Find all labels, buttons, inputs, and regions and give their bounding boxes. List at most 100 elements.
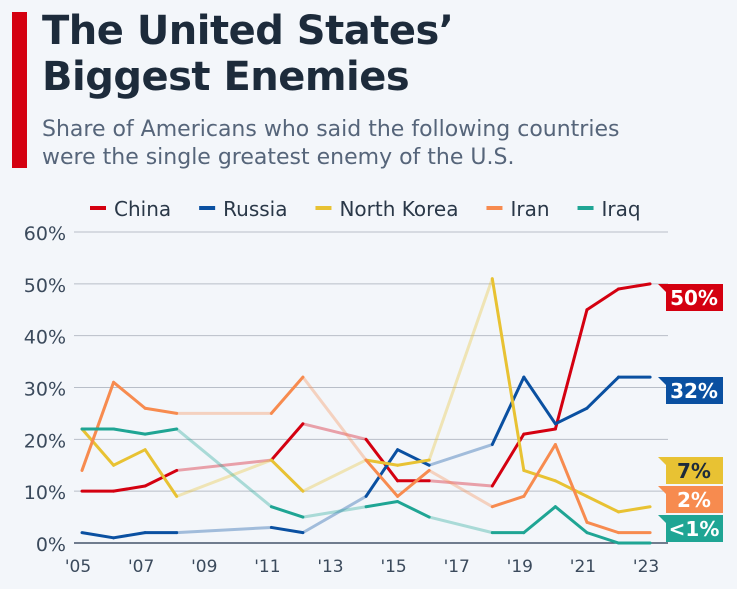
x-tick-label: '07 <box>128 557 154 577</box>
series-segment <box>143 468 179 488</box>
series-segment <box>112 427 147 436</box>
title-line: The United States’ <box>42 8 454 54</box>
legend-label: North Korea <box>339 197 458 221</box>
chart-title: The United States’ Biggest Enemies <box>42 8 454 100</box>
series-gap-segment <box>301 494 368 535</box>
end-label-box <box>658 486 723 513</box>
series-segment <box>80 531 116 540</box>
y-tick-label: 50% <box>24 275 66 297</box>
series-segment <box>522 443 557 498</box>
series-segment <box>269 458 305 493</box>
series-segment <box>585 287 621 312</box>
series-segment <box>553 406 589 426</box>
series-segment <box>490 375 526 447</box>
series-gap-segment <box>301 422 368 441</box>
series-segment <box>522 375 557 426</box>
series-segment <box>522 468 557 483</box>
end-label: 50% <box>670 286 718 310</box>
series-segment <box>396 448 431 467</box>
series-segment <box>553 308 589 431</box>
series-segment <box>269 422 305 462</box>
series-segment <box>143 427 179 436</box>
series-gap-segment <box>175 525 273 535</box>
series-gap-segment <box>427 479 494 488</box>
series-segment <box>112 531 147 540</box>
series-segment <box>522 505 557 535</box>
series-gap-segment <box>301 505 368 519</box>
x-tick-label: '05 <box>65 557 91 577</box>
series-segment <box>490 277 526 472</box>
series-segment <box>112 380 147 410</box>
x-tick-label: '13 <box>317 557 343 577</box>
end-label: 7% <box>677 459 711 483</box>
chart-subtitle: Share of Americans who said the followin… <box>42 116 619 172</box>
end-label-box <box>658 457 723 484</box>
y-tick-label: 30% <box>24 379 66 401</box>
y-tick-label: 60% <box>24 223 66 245</box>
end-label: <1% <box>669 517 720 541</box>
end-label: 32% <box>670 379 718 403</box>
series-segment <box>143 406 179 415</box>
end-label: 2% <box>677 488 711 512</box>
legend-label: Russia <box>223 197 287 221</box>
series-gap-segment <box>175 458 273 498</box>
series-segment <box>553 505 589 535</box>
x-tick-label: '23 <box>633 557 659 577</box>
series-segment <box>553 443 589 524</box>
series-gap-segment <box>175 427 273 509</box>
subtitle-line: were the single greatest enemy of the U.… <box>42 145 515 170</box>
series-gap-segment <box>427 468 494 509</box>
x-tick-label: '21 <box>570 557 596 577</box>
series-segment <box>490 494 526 509</box>
series-segment <box>364 500 400 509</box>
series-segment <box>269 505 305 519</box>
series-segment <box>112 484 147 493</box>
y-tick-label: 20% <box>24 430 66 452</box>
series-gap-segment <box>301 375 368 462</box>
series-segment <box>364 458 400 498</box>
series-segment <box>364 437 400 483</box>
x-tick-label: '09 <box>191 557 217 577</box>
series-segment <box>269 525 305 535</box>
series-segment <box>617 282 652 291</box>
series-gap-segment <box>301 458 368 493</box>
series-segment <box>80 380 116 472</box>
x-tick-label: '19 <box>507 557 533 577</box>
series-gap-segment <box>427 443 494 467</box>
legend-label: Iraq <box>602 197 641 221</box>
y-tick-label: 0% <box>36 534 66 556</box>
y-tick-label: 40% <box>24 327 66 349</box>
series-segment <box>364 458 400 467</box>
x-tick-label: '11 <box>254 557 280 577</box>
series-segment <box>396 500 431 519</box>
series-segment <box>396 458 431 467</box>
end-label-box <box>658 377 723 404</box>
series-segment <box>364 448 400 498</box>
legend-label: China <box>114 197 171 221</box>
end-label-box <box>658 515 723 542</box>
series-segment <box>112 448 147 467</box>
series-segment <box>617 505 652 514</box>
series-segment <box>269 375 305 415</box>
series-segment <box>585 375 621 410</box>
x-tick-label: '17 <box>444 557 470 577</box>
series-segment <box>143 448 179 498</box>
series-segment <box>80 427 116 467</box>
series-segment <box>585 531 621 545</box>
title-line: Biggest Enemies <box>42 54 410 100</box>
series-segment <box>585 520 621 535</box>
series-gap-segment <box>427 515 494 535</box>
series-gap-segment <box>427 277 494 462</box>
accent-bar <box>12 12 27 168</box>
series-segment <box>553 479 589 498</box>
end-label-box <box>658 284 723 311</box>
subtitle-line: Share of Americans who said the followin… <box>42 117 620 142</box>
series-segment <box>396 468 431 498</box>
x-tick-label: '15 <box>380 557 406 577</box>
series-segment <box>522 427 557 436</box>
legend-label: Iran <box>510 197 549 221</box>
series-segment <box>585 494 621 514</box>
series-gap-segment <box>175 458 273 472</box>
y-tick-label: 10% <box>24 482 66 504</box>
